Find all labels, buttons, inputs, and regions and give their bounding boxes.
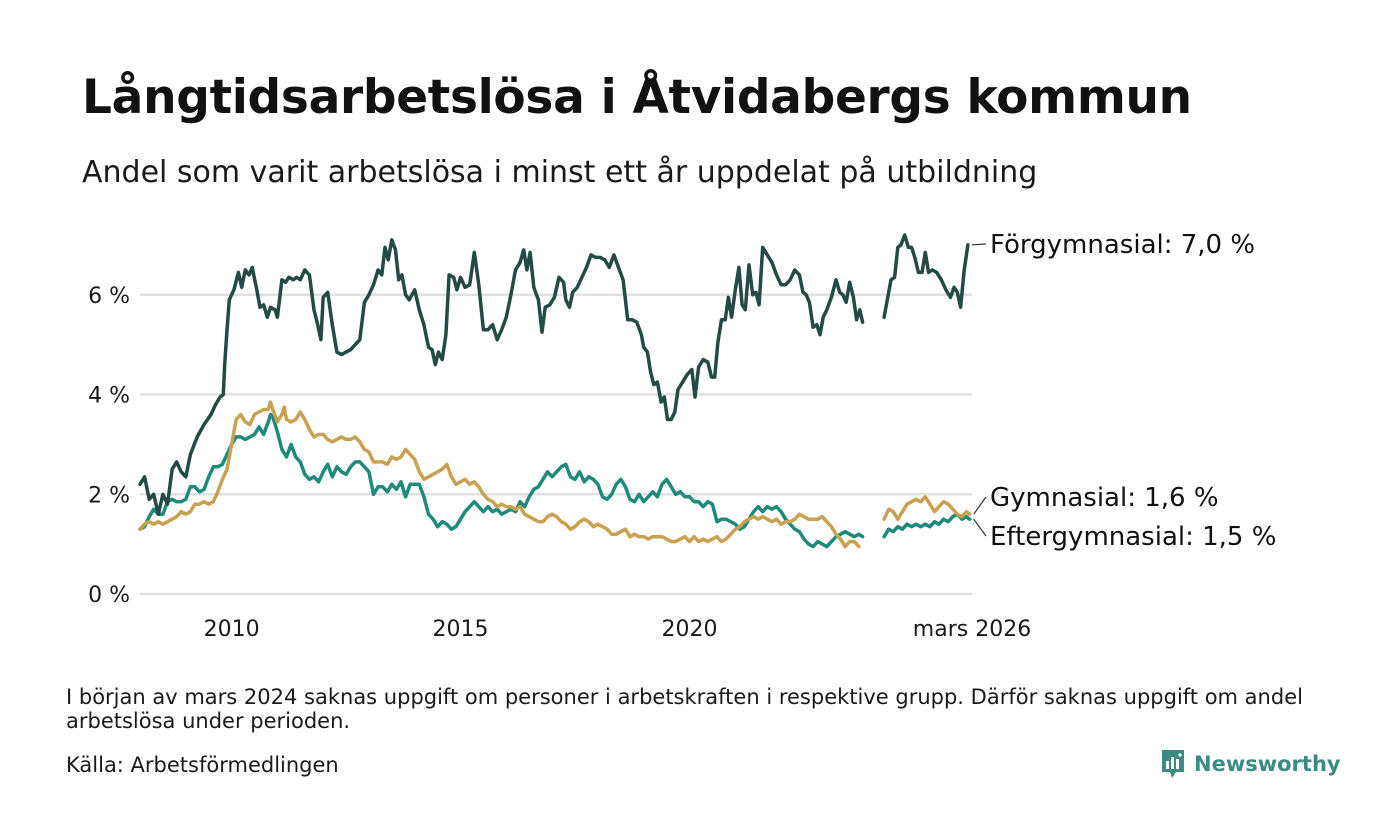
footnote: I början av mars 2024 saknas uppgift om … (66, 685, 1303, 733)
brand-name: Newsworthy (1194, 752, 1341, 776)
series-lines (138, 233, 972, 549)
x-tick-label: 2015 (433, 617, 489, 642)
chart-title: Långtidsarbetslösa i Åtvidabergs kommun (82, 70, 1192, 125)
y-tick-label: 0 % (88, 583, 130, 608)
y-tick-label: 4 % (88, 384, 130, 409)
label-leader-line (971, 243, 987, 246)
source-credit: Källa: Arbetsförmedlingen (66, 753, 339, 777)
line-chart: 0 % 2 % 4 % 6 % 2010 2015 2020 mars 2026 Förgy… (88, 230, 1276, 642)
series-line-eftergymnasial (138, 412, 865, 549)
y-tick-label: 2 % (88, 483, 130, 508)
series-end-label: Förgymnasial: 7,0 % (990, 230, 1255, 260)
newsworthy-logo-icon (1162, 750, 1184, 778)
grid-lines (140, 293, 972, 596)
y-tick-label: 6 % (88, 284, 130, 309)
series-end-label: Gymnasial: 1,6 % (990, 483, 1219, 513)
label-leader-line (973, 496, 987, 515)
series-line-gymnasial-after-gap (882, 495, 972, 521)
series-end-labels: Förgymnasial: 7,0 % Gymnasial: 1,6 % Efter… (971, 230, 1276, 552)
series-line-gymnasial (138, 400, 861, 549)
label-leader-line (973, 518, 987, 537)
x-axis-labels: 2010 2015 2020 mars 2026 (204, 617, 1032, 642)
chart-subtitle: Andel som varit arbetslösa i minst ett å… (82, 155, 1038, 190)
brand-logo[interactable]: Newsworthy (1160, 748, 1341, 780)
x-tick-label: 2020 (661, 617, 717, 642)
series-end-label: Eftergymnasial: 1,5 % (990, 522, 1276, 552)
series-line-förgymnasial-after-gap (882, 233, 970, 319)
x-tick-label: mars 2026 (913, 617, 1031, 642)
y-axis-labels: 0 % 2 % 4 % 6 % (88, 284, 130, 608)
x-tick-label: 2010 (204, 617, 260, 642)
series-line-förgymnasial (138, 238, 865, 516)
